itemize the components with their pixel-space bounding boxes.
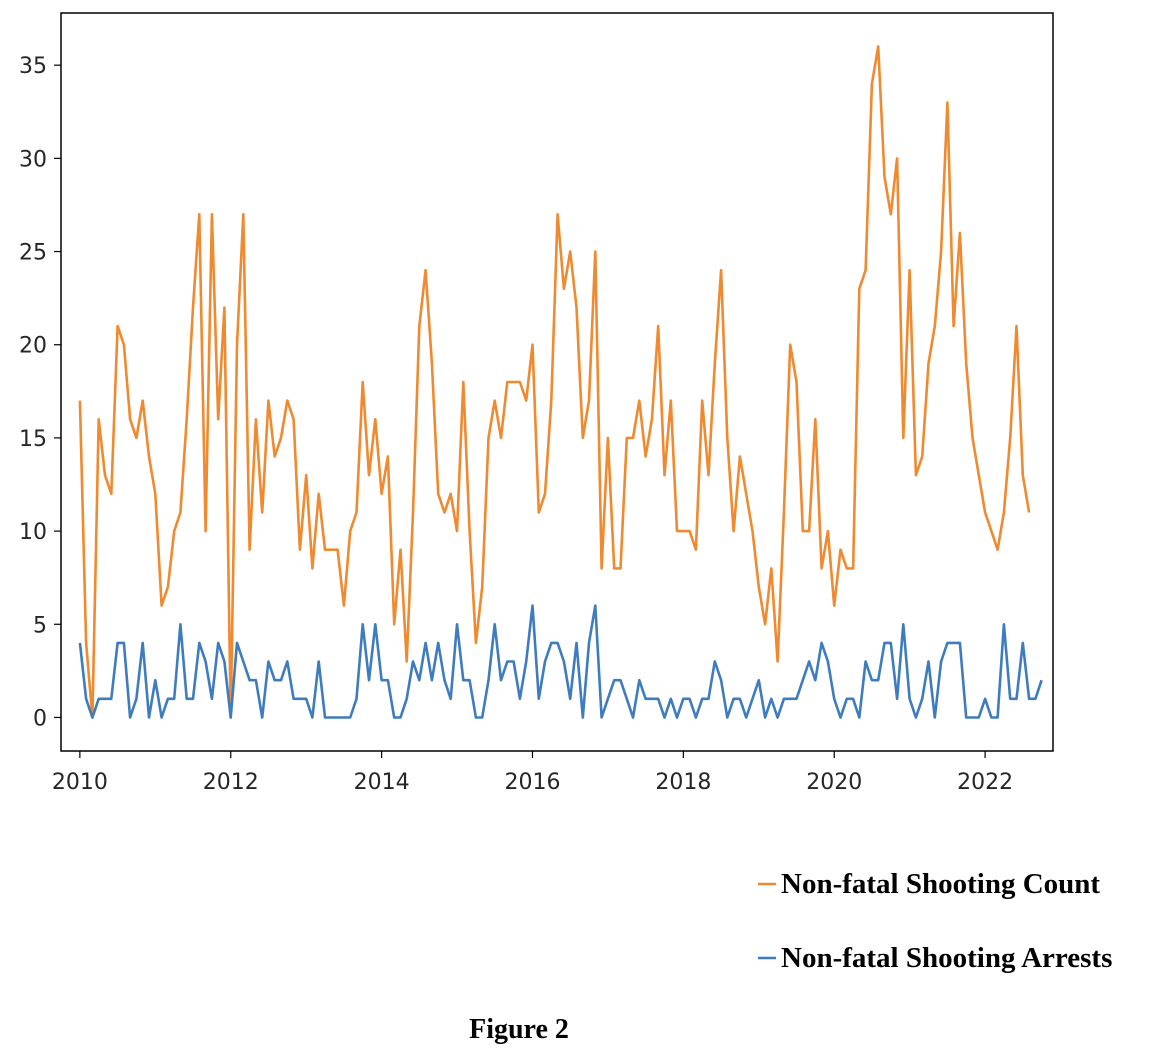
x-tick-label: 2014 [354, 770, 410, 795]
legend-item-count: Non-fatal Shooting Count [758, 868, 1100, 900]
legend-label-arrests: Non-fatal Shooting Arrests [781, 942, 1112, 974]
x-tick-label: 2016 [504, 770, 560, 795]
y-tick-label: 35 [19, 54, 47, 79]
y-tick-label: 5 [33, 613, 47, 638]
plot-frame [60, 12, 1054, 752]
series-line-0 [78, 45, 1031, 719]
plot-area [78, 45, 1043, 719]
y-tick-label: 10 [19, 520, 47, 545]
y-tick-label: 25 [19, 241, 47, 266]
x-tick-label: 2020 [806, 770, 862, 795]
legend-label-count: Non-fatal Shooting Count [781, 868, 1100, 900]
legend-item-arrests: Non-fatal Shooting Arrests [758, 942, 1112, 974]
x-tick-label: 2010 [52, 770, 108, 795]
y-tick-label: 0 [33, 706, 47, 731]
y-tick-label: 15 [19, 427, 47, 452]
y-tick-label: 30 [19, 147, 47, 172]
x-tick-label: 2022 [957, 770, 1013, 795]
y-axis: 0 5 10 15 20 25 30 35 [19, 54, 61, 731]
y-tick-label: 20 [19, 334, 47, 359]
figure-caption: Figure 2 [469, 1014, 569, 1045]
x-axis: 2010 2012 2014 2016 2018 2020 2022 [52, 751, 1013, 795]
x-tick-label: 2012 [203, 770, 259, 795]
x-tick-label: 2018 [655, 770, 711, 795]
series-line-1 [78, 604, 1043, 719]
legend: Non-fatal Shooting Count Non-fatal Shoot… [758, 868, 1112, 974]
